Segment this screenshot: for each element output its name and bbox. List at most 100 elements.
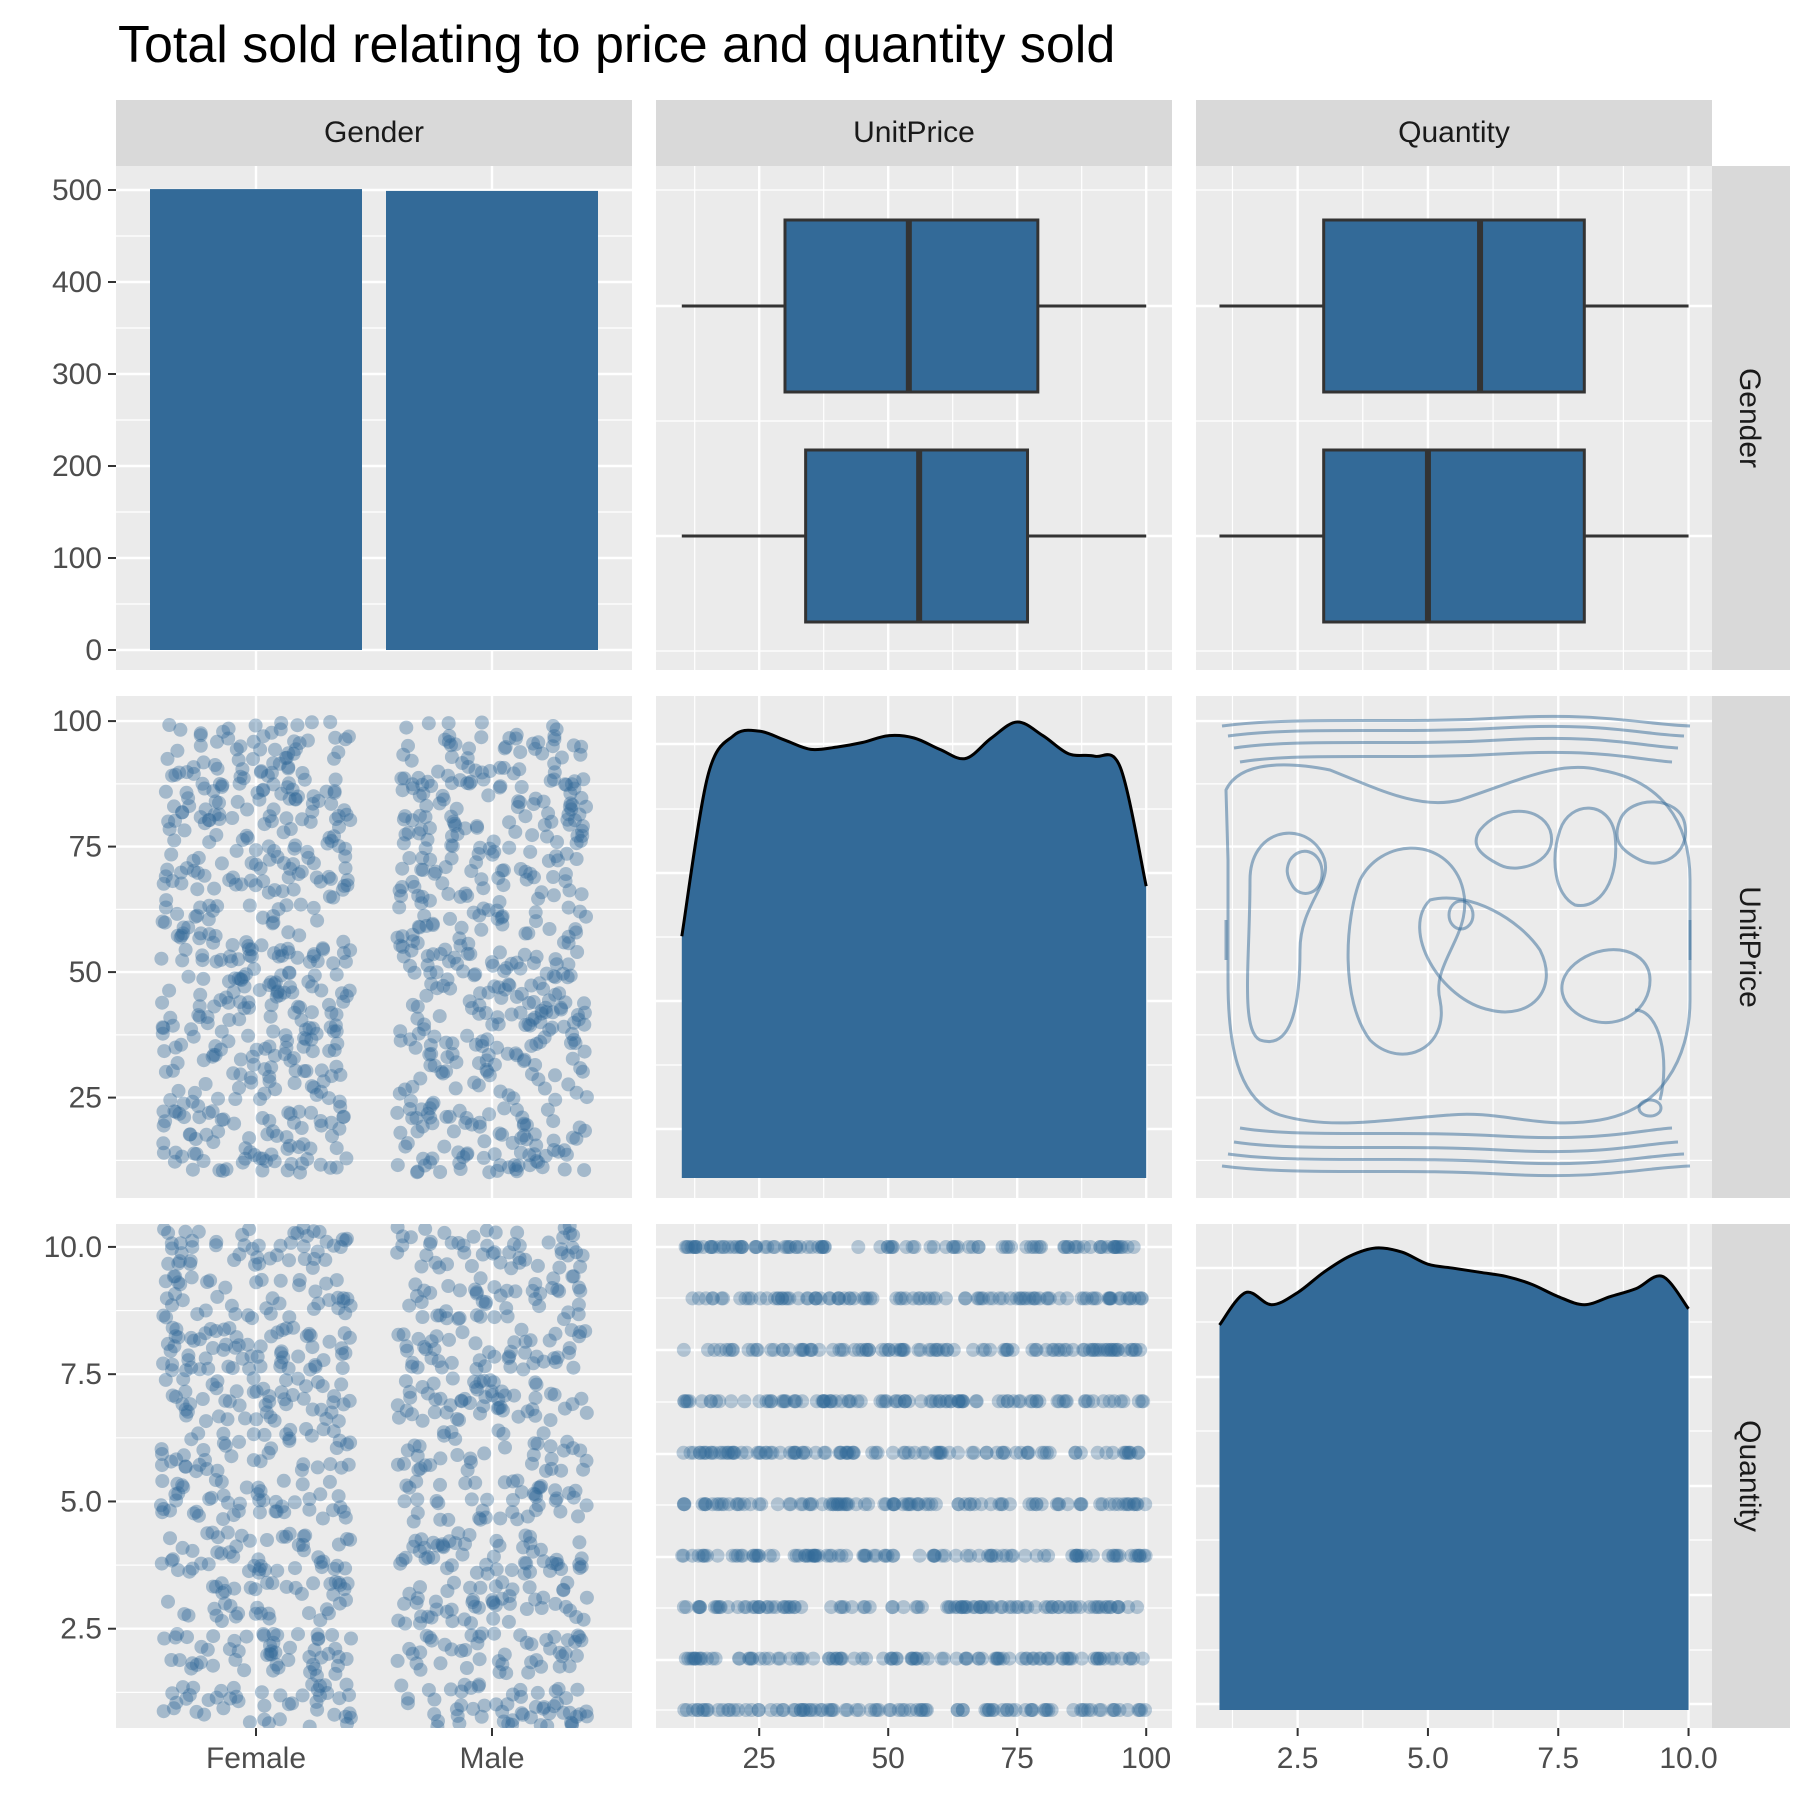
point	[168, 1630, 183, 1645]
point	[238, 1141, 253, 1156]
point	[540, 829, 554, 844]
point	[1100, 1240, 1115, 1254]
point	[162, 822, 177, 837]
point	[574, 739, 589, 754]
point	[426, 1376, 441, 1391]
point	[1073, 1497, 1088, 1512]
point	[464, 1259, 479, 1273]
point	[320, 1686, 335, 1700]
point	[474, 715, 489, 730]
point	[167, 799, 181, 814]
point	[454, 1698, 469, 1713]
point	[557, 935, 571, 950]
point	[211, 1124, 226, 1139]
point	[525, 1067, 539, 1082]
point	[766, 1548, 781, 1563]
point	[722, 1703, 737, 1717]
point	[527, 870, 541, 885]
point	[405, 1407, 419, 1422]
point	[505, 1505, 520, 1520]
point	[222, 949, 237, 964]
point	[460, 1463, 475, 1478]
point	[407, 965, 422, 980]
point	[528, 1592, 543, 1607]
point	[402, 851, 417, 865]
point	[449, 1055, 464, 1070]
point	[1109, 1548, 1123, 1563]
point	[730, 1548, 745, 1563]
point	[508, 1284, 523, 1299]
point	[222, 1642, 237, 1657]
point	[1059, 1342, 1074, 1357]
point	[561, 936, 576, 951]
point	[173, 1236, 188, 1251]
point	[296, 1543, 311, 1558]
point	[271, 949, 286, 964]
point	[1068, 1600, 1083, 1615]
point	[1133, 1548, 1148, 1563]
point	[504, 1007, 519, 1022]
point	[950, 1703, 965, 1717]
point	[177, 1607, 192, 1622]
point	[480, 1032, 495, 1047]
point	[575, 1064, 590, 1079]
point	[161, 814, 176, 829]
point	[470, 820, 485, 835]
point	[704, 1445, 719, 1460]
point	[548, 1684, 563, 1699]
point	[509, 727, 524, 742]
point	[495, 909, 510, 924]
point	[957, 1600, 972, 1615]
point	[547, 732, 562, 747]
point	[792, 1548, 807, 1563]
point	[577, 996, 591, 1011]
point	[554, 1246, 569, 1261]
point	[481, 788, 496, 803]
point	[283, 1107, 298, 1121]
point	[409, 1656, 424, 1671]
point	[938, 1394, 953, 1409]
point	[1062, 1600, 1077, 1615]
point	[1073, 1445, 1088, 1460]
point	[928, 1342, 943, 1357]
point	[1040, 1291, 1055, 1306]
point	[545, 1005, 560, 1020]
point	[526, 736, 541, 751]
point	[552, 1260, 567, 1275]
point	[395, 783, 410, 798]
point	[886, 1497, 901, 1512]
point	[888, 1342, 903, 1357]
point	[713, 1445, 727, 1460]
point	[420, 949, 435, 964]
point	[942, 1445, 957, 1460]
point	[752, 1600, 767, 1615]
point	[1039, 1703, 1054, 1717]
point	[262, 1113, 277, 1128]
point	[761, 1394, 776, 1409]
point	[495, 1575, 510, 1590]
point	[415, 1413, 430, 1428]
point	[283, 1422, 298, 1437]
point	[287, 734, 302, 749]
point	[995, 1497, 1010, 1512]
point	[895, 1703, 910, 1717]
point	[174, 1037, 189, 1052]
point	[343, 1710, 358, 1725]
point	[984, 1548, 999, 1563]
point	[766, 1240, 781, 1254]
point	[546, 888, 561, 903]
point	[545, 1020, 560, 1035]
point	[1113, 1291, 1128, 1306]
point	[1120, 1240, 1135, 1254]
point	[505, 1135, 520, 1150]
point	[978, 1342, 992, 1357]
point	[759, 1291, 774, 1306]
point	[433, 1512, 448, 1527]
point	[575, 819, 590, 834]
point	[695, 1497, 710, 1512]
point	[161, 1225, 176, 1240]
point	[1018, 1703, 1033, 1717]
point	[513, 1005, 528, 1020]
point	[248, 878, 263, 893]
point	[554, 750, 569, 765]
